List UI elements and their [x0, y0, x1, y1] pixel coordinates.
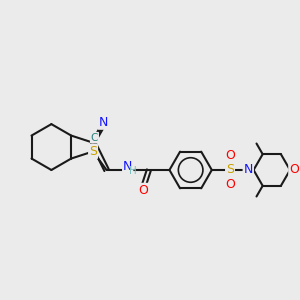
Text: N: N	[123, 160, 132, 173]
Text: O: O	[225, 149, 235, 162]
Text: S: S	[89, 145, 97, 158]
Text: C: C	[91, 133, 98, 143]
Text: N: N	[244, 164, 253, 176]
Text: O: O	[139, 184, 148, 197]
Text: N: N	[98, 116, 108, 129]
Text: O: O	[225, 178, 235, 190]
Text: O: O	[289, 164, 299, 176]
Text: S: S	[226, 164, 234, 176]
Text: H: H	[129, 167, 137, 176]
